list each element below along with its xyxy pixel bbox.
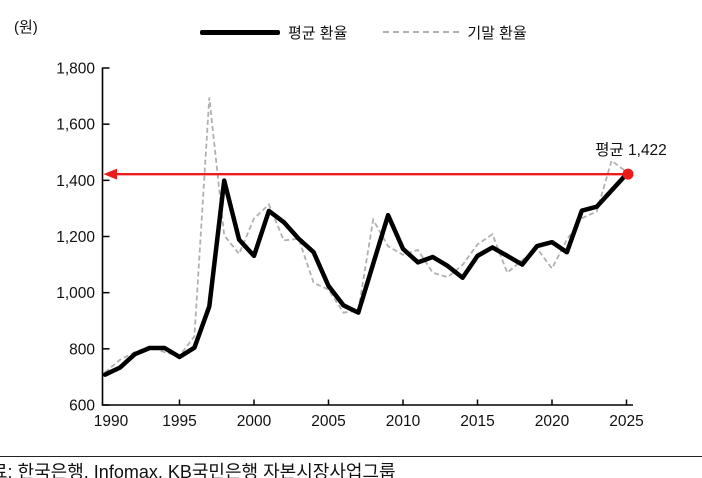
average-rate-line xyxy=(102,171,629,377)
y-tick-label: 1,000 xyxy=(56,285,95,302)
average-reference-arrow xyxy=(103,168,634,180)
x-tick-label: 2020 xyxy=(535,413,570,430)
end-of-period-rate-line xyxy=(104,97,628,374)
x-axis-labels: 1990 1995 2000 2005 2010 2015 2020 2025 xyxy=(94,413,644,430)
latest-point-dot xyxy=(622,168,634,180)
x-tick-label: 2000 xyxy=(237,413,272,430)
chart-legend: 평균 환율 기말 환율 xyxy=(200,24,527,42)
y-axis-ticks xyxy=(102,67,110,406)
x-axis-ticks xyxy=(178,399,628,405)
x-tick-label: 1990 xyxy=(94,413,129,430)
legend-solid-line-icon xyxy=(200,29,280,35)
x-tick-label: 2015 xyxy=(460,413,494,430)
legend-label-end-of-period: 기말 환율 xyxy=(467,24,527,42)
data-series xyxy=(102,97,629,377)
source-text: 료: 한국은행, Infomax, KB국민은행 자본시장사업그룹 xyxy=(0,462,396,478)
x-tick-label: 2005 xyxy=(311,413,345,430)
y-tick-label: 1,200 xyxy=(56,229,95,246)
y-tick-label: 1,800 xyxy=(56,61,95,78)
source-divider: 료: 한국은행, Infomax, KB국민은행 자본시장사업그룹 xyxy=(0,456,702,478)
legend-dashed-line-icon xyxy=(383,31,460,33)
x-tick-label: 2025 xyxy=(609,413,643,430)
x-tick-label: 1995 xyxy=(162,413,196,430)
y-axis-labels: 600 800 1,000 1,200 1,400 1,600 1,800 xyxy=(56,61,95,415)
y-tick-label: 1,400 xyxy=(56,173,95,190)
legend-label-average: 평균 환율 xyxy=(288,24,348,42)
left-arrowhead-icon xyxy=(103,168,117,180)
line-chart: 600 800 1,000 1,200 1,400 1,600 1,800 1990 1995… xyxy=(56,61,667,431)
y-tick-label: 800 xyxy=(69,341,95,358)
y-tick-label: 600 xyxy=(69,398,95,415)
y-axis-unit-label: (원) xyxy=(14,19,38,36)
x-tick-label: 2010 xyxy=(386,413,421,430)
average-annotation: 평균 1,422 xyxy=(595,141,667,159)
y-tick-label: 1,600 xyxy=(56,117,95,134)
